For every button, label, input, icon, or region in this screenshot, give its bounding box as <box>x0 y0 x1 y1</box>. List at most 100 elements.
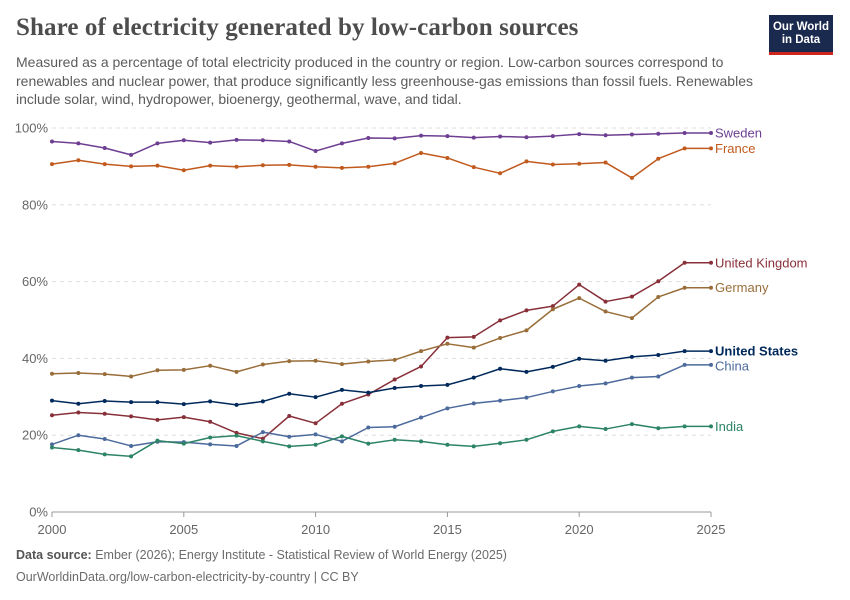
data-point <box>208 399 213 404</box>
data-point <box>129 374 134 379</box>
data-point <box>550 429 555 434</box>
data-point <box>208 435 213 440</box>
data-point <box>445 335 450 340</box>
data-point <box>339 387 344 392</box>
data-point <box>392 385 397 390</box>
data-point <box>498 318 503 323</box>
data-point <box>155 438 160 443</box>
data-point <box>524 308 529 313</box>
data-point <box>498 336 503 341</box>
data-point <box>129 443 134 448</box>
data-point <box>287 139 292 144</box>
data-point <box>419 384 424 389</box>
data-point <box>76 401 81 406</box>
x-tick-label: 2000 <box>38 522 67 537</box>
data-point <box>234 164 239 169</box>
data-point <box>76 433 81 438</box>
data-point <box>603 358 608 363</box>
series-label: France <box>715 141 755 156</box>
line-chart: 0% 20% 40% 60% 80% 100% 2000 2005 2010 2015 2020 20… <box>15 121 808 538</box>
data-point <box>603 427 608 432</box>
data-point <box>498 171 503 176</box>
data-point <box>76 158 81 163</box>
y-tick-label: 40% <box>22 351 48 366</box>
data-point <box>603 309 608 314</box>
data-point <box>50 442 54 447</box>
data-point <box>656 279 661 284</box>
y-tick-label: 20% <box>22 428 48 443</box>
data-point <box>629 375 634 380</box>
data-point <box>498 398 503 403</box>
data-source-text: Ember (2026); Energy Institute - Statist… <box>95 548 507 562</box>
data-point <box>471 401 476 406</box>
data-point <box>471 345 476 350</box>
data-point <box>260 430 265 435</box>
data-point <box>709 146 713 151</box>
data-point <box>524 395 529 400</box>
data-point <box>471 334 476 339</box>
data-point <box>155 417 160 422</box>
data-point <box>313 442 318 447</box>
data-point <box>709 260 713 265</box>
data-point <box>577 132 582 137</box>
data-point <box>392 161 397 166</box>
data-point <box>629 132 634 137</box>
data-point <box>76 410 81 415</box>
y-tick-label: 100% <box>15 121 49 136</box>
data-point <box>155 163 160 168</box>
data-point <box>524 328 529 333</box>
data-point <box>313 395 318 400</box>
x-tick-label: 2025 <box>697 522 726 537</box>
data-point <box>287 359 292 364</box>
data-point <box>155 141 160 146</box>
data-point <box>577 161 582 166</box>
data-point <box>629 354 634 359</box>
data-point <box>498 366 503 371</box>
data-point <box>287 391 292 396</box>
data-point <box>102 145 107 150</box>
data-point <box>577 282 582 287</box>
data-point <box>208 419 213 424</box>
data-point <box>524 135 529 140</box>
data-point <box>445 382 450 387</box>
data-source: Data source: Ember (2026); Energy Instit… <box>16 548 507 562</box>
data-point <box>656 426 661 431</box>
x-tick-label: 2020 <box>565 522 594 537</box>
data-point <box>181 441 186 446</box>
data-source-label: Data source: <box>16 548 92 562</box>
series-label: Sweden <box>715 125 762 140</box>
data-point <box>366 135 371 140</box>
data-point <box>234 433 239 438</box>
data-point <box>445 341 450 346</box>
data-point <box>260 399 265 404</box>
data-point <box>50 398 54 403</box>
data-point <box>208 442 213 447</box>
chart-title: Share of electricity generated by low-ca… <box>16 14 579 41</box>
data-point <box>603 133 608 138</box>
data-point <box>260 138 265 143</box>
data-point <box>102 437 107 442</box>
source-url[interactable]: OurWorldinData.org/low-carbon-electricit… <box>16 570 359 584</box>
series-label: China <box>715 359 750 374</box>
data-point <box>76 448 81 453</box>
data-point <box>181 138 186 143</box>
data-point <box>550 389 555 394</box>
data-point <box>129 400 134 405</box>
data-point <box>419 439 424 444</box>
data-point <box>76 370 81 375</box>
data-point <box>181 402 186 407</box>
data-point <box>366 390 371 395</box>
data-point <box>366 359 371 364</box>
owid-logo[interactable]: Our World in Data <box>769 15 833 55</box>
data-point <box>709 130 713 135</box>
data-point <box>50 139 54 144</box>
data-point <box>603 299 608 304</box>
data-point <box>234 369 239 374</box>
data-point <box>629 175 634 180</box>
y-tick-label: 60% <box>22 274 48 289</box>
data-point <box>339 362 344 367</box>
data-point <box>155 368 160 373</box>
data-point <box>577 356 582 361</box>
data-point <box>419 415 424 420</box>
data-point <box>419 349 424 354</box>
